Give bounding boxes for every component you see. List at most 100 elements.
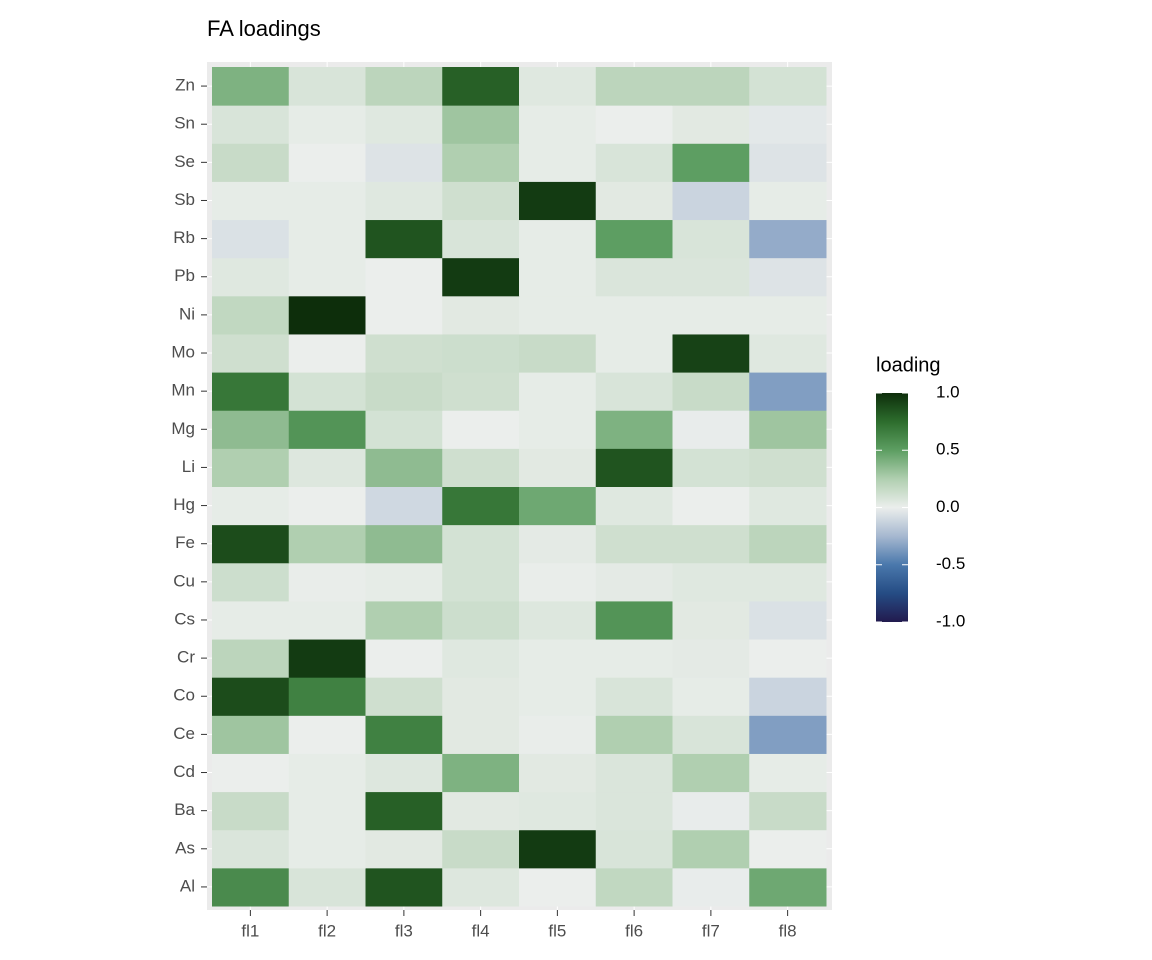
tile <box>672 219 750 259</box>
tile <box>519 181 597 221</box>
tile <box>288 562 366 602</box>
tile <box>595 181 673 221</box>
tile <box>749 295 827 335</box>
tile <box>595 639 673 678</box>
tile <box>442 524 520 564</box>
tile <box>595 295 673 335</box>
tile <box>595 524 673 564</box>
tile <box>595 829 673 869</box>
y-tick-label: Ni <box>179 304 195 323</box>
tile <box>365 181 443 221</box>
tile <box>519 295 597 335</box>
tile <box>672 295 750 335</box>
tile <box>442 791 520 831</box>
tile <box>519 67 597 106</box>
y-tick-label: As <box>175 838 195 857</box>
y-tick-label: Fe <box>175 533 195 552</box>
legend-tick-label: 0.5 <box>936 440 960 459</box>
tile <box>749 715 827 754</box>
tile <box>212 448 290 487</box>
tile <box>595 410 673 449</box>
tile <box>519 486 597 526</box>
tile <box>288 143 366 182</box>
tile <box>595 448 673 487</box>
tile <box>365 562 443 602</box>
tile <box>595 677 673 716</box>
x-tick-label: fl4 <box>472 921 490 940</box>
tile <box>519 677 597 716</box>
y-tick-label: Cr <box>177 648 195 667</box>
y-tick-label: Mo <box>171 343 195 362</box>
tile <box>288 448 366 487</box>
tile <box>288 333 366 373</box>
tile <box>749 448 827 487</box>
tile <box>365 219 443 259</box>
tile <box>365 105 443 144</box>
tile <box>442 105 520 144</box>
tile <box>672 105 750 144</box>
tile <box>442 829 520 869</box>
tile <box>365 372 443 411</box>
tile <box>595 219 673 259</box>
tile <box>519 410 597 449</box>
tile <box>212 372 290 411</box>
y-tick-label: Sb <box>174 190 195 209</box>
tile <box>595 867 673 907</box>
tile <box>519 639 597 678</box>
legend-tick-label: 0.0 <box>936 497 960 516</box>
tile <box>365 715 443 754</box>
tile <box>288 257 366 297</box>
tile <box>212 753 290 793</box>
tile <box>442 67 520 106</box>
tile <box>749 486 827 526</box>
tile <box>365 143 443 182</box>
tile <box>519 524 597 564</box>
tile <box>749 219 827 259</box>
y-tick-label: Cs <box>174 609 195 628</box>
x-tick-label: fl6 <box>625 921 643 940</box>
tile <box>519 257 597 297</box>
tile <box>672 791 750 831</box>
tile <box>749 829 827 869</box>
tile <box>442 639 520 678</box>
tile <box>442 867 520 907</box>
tile <box>288 715 366 754</box>
tile <box>672 448 750 487</box>
tile <box>212 677 290 716</box>
tile <box>442 181 520 221</box>
tile <box>288 219 366 259</box>
tile <box>595 372 673 411</box>
tile <box>212 295 290 335</box>
tile <box>365 600 443 640</box>
tile <box>442 448 520 487</box>
tile <box>212 639 290 678</box>
tile <box>212 333 290 373</box>
x-tick-label: fl3 <box>395 921 413 940</box>
tile <box>749 410 827 449</box>
tile <box>672 753 750 793</box>
tile <box>365 867 443 907</box>
tile <box>595 562 673 602</box>
tile <box>365 67 443 106</box>
x-tick-label: fl2 <box>318 921 336 940</box>
tile <box>749 181 827 221</box>
tile <box>288 791 366 831</box>
tile <box>212 181 290 221</box>
tile <box>365 257 443 297</box>
tile <box>672 486 750 526</box>
x-tick-label: fl5 <box>548 921 566 940</box>
tile <box>288 639 366 678</box>
tile <box>288 410 366 449</box>
y-tick-label: Hg <box>173 495 195 514</box>
tile <box>519 791 597 831</box>
tile <box>519 372 597 411</box>
tile <box>595 257 673 297</box>
tile <box>288 677 366 716</box>
tile <box>519 753 597 793</box>
tile <box>672 715 750 754</box>
tile <box>365 639 443 678</box>
tile <box>519 600 597 640</box>
tile <box>672 333 750 373</box>
tile <box>519 867 597 907</box>
legend-tick-label: -0.5 <box>936 554 965 573</box>
